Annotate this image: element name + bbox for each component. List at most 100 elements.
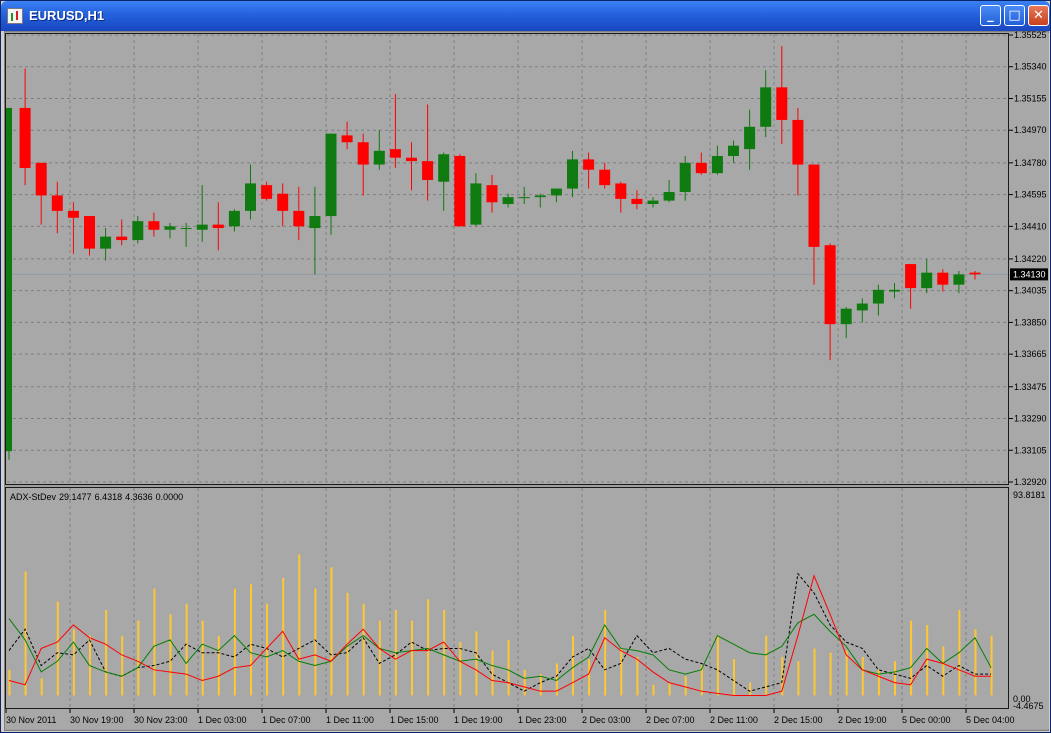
candle-body bbox=[840, 308, 852, 325]
price-tick-label: 1.33475 bbox=[1014, 382, 1047, 392]
candle-body bbox=[132, 221, 144, 241]
candle-body bbox=[422, 161, 434, 180]
indicator-value-adx: 29.1477 bbox=[59, 492, 92, 502]
candle-body bbox=[6, 107, 12, 452]
candle-body bbox=[583, 159, 595, 170]
time-label: 2 Dec 11:00 bbox=[710, 715, 758, 725]
indicator-scale-label: 93.8181 bbox=[1013, 490, 1046, 500]
price-tick-label: 1.35340 bbox=[1014, 62, 1047, 72]
candle-body bbox=[389, 149, 401, 158]
time-label: 5 Dec 00:00 bbox=[902, 715, 951, 725]
candle-body bbox=[567, 159, 578, 189]
candle-body bbox=[261, 185, 273, 199]
price-tick-label: 1.35525 bbox=[1014, 30, 1047, 40]
candle-body bbox=[647, 200, 659, 205]
candle-body bbox=[679, 162, 691, 193]
candle-body bbox=[51, 195, 63, 211]
minus-di-line bbox=[8, 574, 992, 696]
candle-body bbox=[744, 126, 756, 150]
time-label: 30 Nov 2011 bbox=[6, 715, 56, 725]
candle-body bbox=[856, 303, 868, 311]
candle-body bbox=[35, 162, 47, 196]
candle-body bbox=[486, 185, 498, 203]
minimize-button[interactable]: _ bbox=[980, 5, 1001, 26]
time-label: 2 Dec 19:00 bbox=[838, 715, 887, 725]
candle-body bbox=[695, 162, 707, 174]
indicator-value-stdev: 0.0000 bbox=[155, 492, 184, 502]
candle-body bbox=[164, 226, 176, 230]
candle-body bbox=[711, 155, 723, 174]
candle-body bbox=[245, 183, 256, 211]
stdev-line bbox=[8, 572, 992, 692]
grid-lines bbox=[7, 34, 1008, 708]
time-label: 1 Dec 03:00 bbox=[198, 715, 247, 725]
current-price-label: 1.34130 bbox=[1013, 269, 1046, 279]
time-axis[interactable] bbox=[5, 709, 1049, 729]
candle-body bbox=[905, 264, 917, 289]
indicator-value-plus-di: 6.4318 bbox=[94, 492, 123, 502]
candle-body bbox=[921, 272, 933, 289]
time-label: 1 Dec 23:00 bbox=[518, 715, 567, 725]
candle-body bbox=[470, 183, 482, 225]
candle-body bbox=[969, 272, 981, 275]
price-tick-label: 1.34410 bbox=[1014, 221, 1047, 231]
close-button[interactable]: ✕ bbox=[1028, 5, 1049, 26]
time-label: 1 Dec 11:00 bbox=[326, 715, 374, 725]
plus-di-line bbox=[8, 613, 992, 682]
candle-body bbox=[937, 272, 949, 285]
candle-body bbox=[84, 216, 95, 249]
candle-body bbox=[180, 228, 192, 230]
candle-body bbox=[454, 155, 466, 227]
candle-body bbox=[728, 145, 739, 156]
indicator-name: ADX-StDev bbox=[10, 492, 57, 502]
candle-body bbox=[792, 119, 804, 165]
candle-body bbox=[100, 236, 112, 249]
candle-body bbox=[357, 142, 369, 165]
time-label: 2 Dec 15:00 bbox=[774, 715, 823, 725]
indicator-scale-label: -4.4675 bbox=[1013, 701, 1044, 711]
indicator-lines bbox=[8, 572, 992, 696]
candle-body bbox=[212, 224, 224, 229]
candle-body bbox=[663, 192, 675, 201]
window-title: EURUSD,H1 bbox=[29, 8, 105, 23]
price-tick-label: 1.34780 bbox=[1014, 158, 1047, 168]
adx-histogram bbox=[8, 554, 993, 696]
price-tick-label: 1.34220 bbox=[1014, 254, 1047, 264]
candle-body bbox=[116, 236, 128, 241]
candle-body bbox=[228, 210, 240, 227]
price-tick-label: 1.33665 bbox=[1014, 349, 1047, 359]
candle-body bbox=[534, 195, 546, 198]
candle-body bbox=[438, 154, 450, 182]
price-axis[interactable] bbox=[1009, 33, 1049, 709]
candle-body bbox=[325, 133, 337, 217]
time-label: 1 Dec 19:00 bbox=[454, 715, 503, 725]
candle-body bbox=[760, 87, 772, 127]
candle-body bbox=[502, 197, 514, 205]
candle-body bbox=[518, 197, 530, 199]
title-bar[interactable]: EURUSD,H1 _ □ ✕ bbox=[1, 1, 1050, 31]
candle-body bbox=[277, 193, 289, 211]
price-tick-label: 1.33850 bbox=[1014, 317, 1047, 327]
candle-body bbox=[293, 210, 305, 227]
candle-body bbox=[19, 107, 31, 168]
candle-body bbox=[373, 150, 385, 165]
time-label: 2 Dec 07:00 bbox=[646, 715, 695, 725]
current-price-marker bbox=[1010, 268, 1048, 281]
price-tick-label: 1.34035 bbox=[1014, 286, 1047, 296]
maximize-button[interactable]: □ bbox=[1004, 5, 1025, 26]
time-label: 5 Dec 04:00 bbox=[966, 715, 1015, 725]
candle-body bbox=[341, 135, 353, 143]
time-label: 30 Nov 19:00 bbox=[70, 715, 124, 725]
candle-body bbox=[631, 198, 643, 205]
chart-window-icon[interactable] bbox=[7, 8, 23, 24]
candle-body bbox=[808, 164, 820, 247]
indicator-value-minus-di: 4.3636 bbox=[125, 492, 153, 502]
candle-body bbox=[872, 289, 884, 304]
indicator-legend: ADX-StDev 29.1477 6.4318 4.3636 0.0000 bbox=[10, 492, 186, 502]
candlesticks bbox=[6, 46, 981, 460]
time-label: 30 Nov 23:00 bbox=[134, 715, 188, 725]
candle-body bbox=[889, 289, 900, 292]
indicator-scale-label: 0.00 bbox=[1013, 694, 1031, 704]
